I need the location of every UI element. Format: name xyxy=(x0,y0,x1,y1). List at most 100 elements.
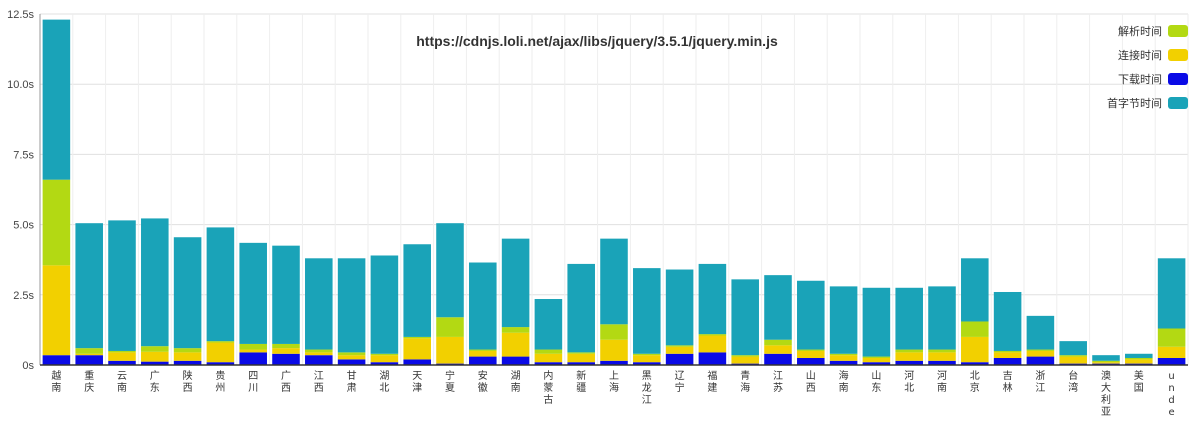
legend-swatch[interactable] xyxy=(1168,49,1188,61)
bar-segment[interactable] xyxy=(469,350,497,357)
bar-segment[interactable] xyxy=(895,360,923,365)
bar-segment[interactable] xyxy=(337,359,366,365)
bar-segment[interactable] xyxy=(272,245,300,344)
bar-segment[interactable] xyxy=(764,339,792,346)
bar-segment[interactable] xyxy=(797,349,825,351)
bar-segment[interactable] xyxy=(173,360,202,365)
bar-segment[interactable] xyxy=(567,362,595,365)
bar-segment[interactable] xyxy=(370,362,399,365)
bar-segment[interactable] xyxy=(239,349,267,353)
bar-segment[interactable] xyxy=(1125,357,1153,360)
bar-segment[interactable] xyxy=(567,353,595,363)
bar-segment[interactable] xyxy=(633,268,661,354)
bar-segment[interactable] xyxy=(534,299,563,350)
bar-segment[interactable] xyxy=(633,353,661,356)
bar-segment[interactable] xyxy=(239,352,267,365)
bar-segment[interactable] xyxy=(305,352,333,356)
bar-segment[interactable] xyxy=(1026,315,1055,350)
bar-segment[interactable] xyxy=(469,356,497,365)
bar-segment[interactable] xyxy=(961,258,989,322)
bar-segment[interactable] xyxy=(75,355,103,365)
bar-segment[interactable] xyxy=(239,242,267,344)
bar-segment[interactable] xyxy=(42,19,71,180)
legend-swatch[interactable] xyxy=(1168,97,1188,109)
bar-segment[interactable] xyxy=(534,349,563,354)
bar-segment[interactable] xyxy=(403,359,431,365)
bar-segment[interactable] xyxy=(731,355,759,357)
bar-segment[interactable] xyxy=(501,238,530,328)
bar-segment[interactable] xyxy=(1157,258,1186,329)
bar-segment[interactable] xyxy=(108,360,136,365)
bar-segment[interactable] xyxy=(862,287,891,357)
bar-segment[interactable] xyxy=(600,238,628,325)
bar-segment[interactable] xyxy=(928,349,956,353)
bar-segment[interactable] xyxy=(75,353,103,356)
bar-segment[interactable] xyxy=(42,265,71,356)
bar-segment[interactable] xyxy=(764,275,792,340)
bar-segment[interactable] xyxy=(173,348,202,353)
bar-segment[interactable] xyxy=(370,353,399,356)
bar-segment[interactable] xyxy=(534,353,563,363)
bar-segment[interactable] xyxy=(829,353,858,356)
bar-segment[interactable] xyxy=(665,346,694,354)
bar-segment[interactable] xyxy=(567,263,595,353)
bar-segment[interactable] xyxy=(469,349,497,351)
bar-segment[interactable] xyxy=(403,338,431,360)
bar-segment[interactable] xyxy=(797,350,825,358)
bar-segment[interactable] xyxy=(337,355,366,360)
legend-swatch[interactable] xyxy=(1168,73,1188,85)
bar-segment[interactable] xyxy=(173,237,202,349)
bar-segment[interactable] xyxy=(698,335,727,353)
bar-segment[interactable] xyxy=(993,352,1022,358)
bar-segment[interactable] xyxy=(764,353,792,365)
bar-segment[interactable] xyxy=(108,352,136,361)
bar-segment[interactable] xyxy=(862,362,891,365)
bar-segment[interactable] xyxy=(993,291,1022,351)
bar-segment[interactable] xyxy=(337,352,366,356)
bar-segment[interactable] xyxy=(698,263,727,335)
bar-segment[interactable] xyxy=(1026,356,1055,365)
bar-segment[interactable] xyxy=(305,349,333,353)
bar-segment[interactable] xyxy=(797,280,825,350)
bar-segment[interactable] xyxy=(272,343,300,349)
bar-segment[interactable] xyxy=(272,353,300,365)
bar-segment[interactable] xyxy=(764,345,792,354)
bar-segment[interactable] xyxy=(862,356,891,358)
bar-segment[interactable] xyxy=(829,286,858,354)
bar-segment[interactable] xyxy=(501,356,530,365)
bar-segment[interactable] xyxy=(928,352,956,361)
bar-segment[interactable] xyxy=(534,362,563,365)
bar-segment[interactable] xyxy=(1125,353,1153,358)
bar-segment[interactable] xyxy=(305,258,333,350)
bar-segment[interactable] xyxy=(42,179,71,266)
bar-segment[interactable] xyxy=(501,327,530,333)
bar-segment[interactable] xyxy=(1092,355,1120,361)
bar-segment[interactable] xyxy=(567,352,595,354)
bar-segment[interactable] xyxy=(141,218,169,347)
bar-segment[interactable] xyxy=(42,355,71,365)
bar-segment[interactable] xyxy=(665,345,694,347)
bar-segment[interactable] xyxy=(961,362,989,365)
bar-segment[interactable] xyxy=(75,348,103,354)
bar-segment[interactable] xyxy=(993,357,1022,365)
bar-segment[interactable] xyxy=(206,342,235,363)
bar-segment[interactable] xyxy=(469,262,497,350)
bar-segment[interactable] xyxy=(600,360,628,365)
bar-segment[interactable] xyxy=(1157,357,1186,365)
bar-segment[interactable] xyxy=(731,356,759,364)
bar-segment[interactable] xyxy=(829,360,858,365)
bar-segment[interactable] xyxy=(141,351,169,362)
bar-segment[interactable] xyxy=(961,321,989,337)
bar-segment[interactable] xyxy=(633,362,661,365)
bar-segment[interactable] xyxy=(1125,359,1153,364)
bar-segment[interactable] xyxy=(206,341,235,343)
bar-segment[interactable] xyxy=(370,255,399,354)
bar-segment[interactable] xyxy=(403,244,431,337)
bar-segment[interactable] xyxy=(206,227,235,342)
bar-segment[interactable] xyxy=(108,220,136,351)
bar-segment[interactable] xyxy=(731,279,759,356)
bar-segment[interactable] xyxy=(829,355,858,361)
bar-segment[interactable] xyxy=(141,361,169,365)
bar-segment[interactable] xyxy=(337,258,366,353)
